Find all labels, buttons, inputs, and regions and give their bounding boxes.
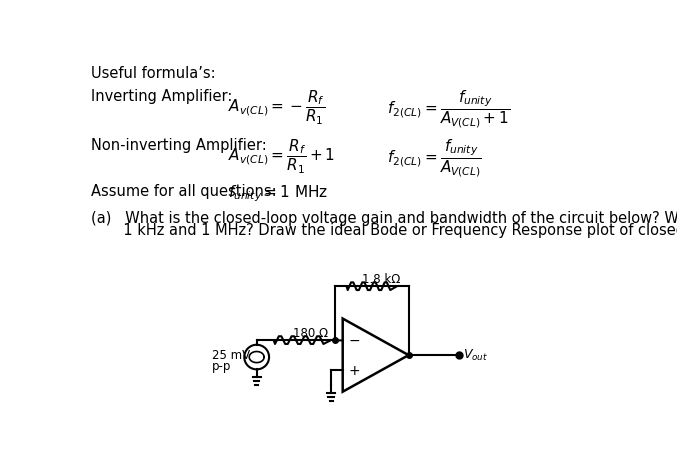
Text: Useful formula’s:: Useful formula’s: — [91, 66, 215, 81]
Text: Non-inverting Amplifier:: Non-inverting Amplifier: — [91, 138, 267, 153]
Text: $\mathit{V}_{out}$: $\mathit{V}_{out}$ — [463, 348, 488, 363]
Text: $f_{2(CL)} = \dfrac{f_{unity}}{A_{V(CL)}}$: $f_{2(CL)} = \dfrac{f_{unity}}{A_{V(CL)}… — [387, 138, 482, 179]
Text: $f_{2(CL)} = \dfrac{f_{unity}}{A_{V(CL)}+1}$: $f_{2(CL)} = \dfrac{f_{unity}}{A_{V(CL)}… — [387, 89, 510, 130]
Text: 25 mV: 25 mV — [212, 350, 250, 362]
Text: (a)   What is the closed-loop voltage gain and bandwidth of the circuit below? W: (a) What is the closed-loop voltage gain… — [91, 211, 677, 226]
Text: −: − — [348, 334, 359, 348]
Text: +: + — [348, 364, 359, 377]
Text: 180 Ω: 180 Ω — [293, 327, 328, 340]
Text: 1.8 kΩ: 1.8 kΩ — [362, 273, 401, 286]
Text: 1 kHz and 1 MHz? Draw the ideal Bode or Frequency Response plot of closed-loop v: 1 kHz and 1 MHz? Draw the ideal Bode or … — [91, 223, 677, 238]
Text: $A_{v(CL)} = -\dfrac{R_f}{R_1}$: $A_{v(CL)} = -\dfrac{R_f}{R_1}$ — [228, 89, 325, 127]
Text: Assume for all questions:: Assume for all questions: — [91, 184, 276, 199]
Text: $A_{v(CL)} = \dfrac{R_f}{R_1} + 1$: $A_{v(CL)} = \dfrac{R_f}{R_1} + 1$ — [228, 138, 335, 176]
Text: $f_{unity} = 1\ \mathrm{MHz}$: $f_{unity} = 1\ \mathrm{MHz}$ — [228, 184, 328, 204]
Text: p-p: p-p — [212, 360, 231, 373]
Text: Inverting Amplifier:: Inverting Amplifier: — [91, 89, 232, 104]
